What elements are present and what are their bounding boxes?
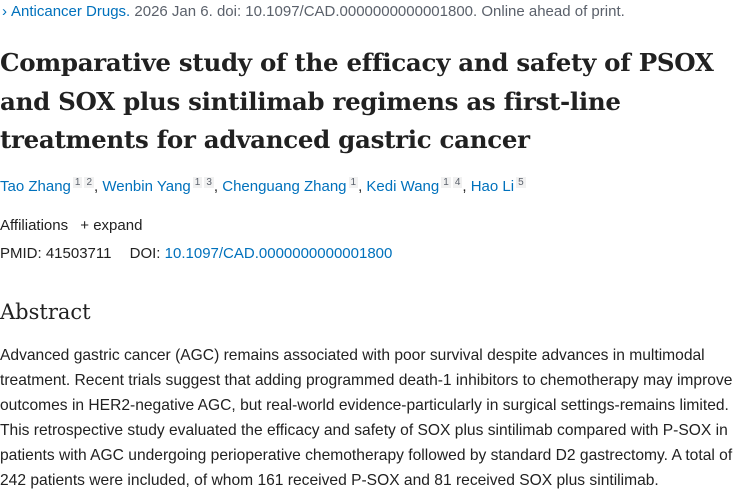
- abstract-heading: Abstract: [0, 300, 91, 324]
- affiliation-ref[interactable]: 4: [452, 177, 463, 188]
- affiliation-ref[interactable]: 1: [72, 177, 83, 188]
- citation: › Anticancer Drugs. 2026 Jan 6. doi: 10.1…: [0, 3, 625, 20]
- pmid-value: 41503711: [45, 245, 112, 262]
- expand-affiliations-button[interactable]: + expand: [80, 217, 142, 234]
- author-link[interactable]: Hao Li: [470, 178, 515, 195]
- affiliation-ref[interactable]: 1: [348, 177, 359, 188]
- author-list: Tao Zhang 1 2, Wenbin Yang 1 3, Chenguang Zh…: [0, 177, 526, 195]
- affiliation-ref[interactable]: 5: [516, 177, 526, 188]
- citation-details: 2026 Jan 6. doi: 10.1097/CAD.00000000000…: [134, 3, 625, 20]
- affiliation-ref[interactable]: 3: [204, 177, 214, 188]
- author-link[interactable]: Chenguang Zhang: [222, 178, 347, 195]
- plus-icon: +: [80, 217, 90, 234]
- doi-label: DOI:: [129, 245, 161, 262]
- chevron-right-icon: ›: [2, 3, 7, 20]
- affiliation-ref[interactable]: 1: [441, 177, 451, 188]
- expand-label: expand: [93, 217, 143, 234]
- affiliations: Affiliations + expand: [0, 217, 142, 234]
- author-link[interactable]: Wenbin Yang: [102, 178, 191, 195]
- affiliations-label: Affiliations: [0, 217, 69, 234]
- author-link[interactable]: Tao Zhang: [0, 178, 71, 195]
- journal-link[interactable]: Anticancer Drugs.: [11, 3, 131, 20]
- affiliation-ref[interactable]: 2: [84, 177, 95, 188]
- article-title: Comparative study of the efficacy and sa…: [0, 48, 714, 154]
- identifiers: PMID: 41503711 DOI: 10.1097/CAD.00000000…: [0, 245, 392, 262]
- author-link[interactable]: Kedi Wang: [366, 178, 440, 195]
- abstract-text: Advanced gastric cancer (AGC) remains as…: [0, 347, 733, 489]
- affiliation-ref[interactable]: 1: [192, 177, 203, 188]
- pmid-label: PMID:: [0, 245, 42, 262]
- doi-link[interactable]: 10.1097/CAD.0000000000001800: [164, 245, 393, 262]
